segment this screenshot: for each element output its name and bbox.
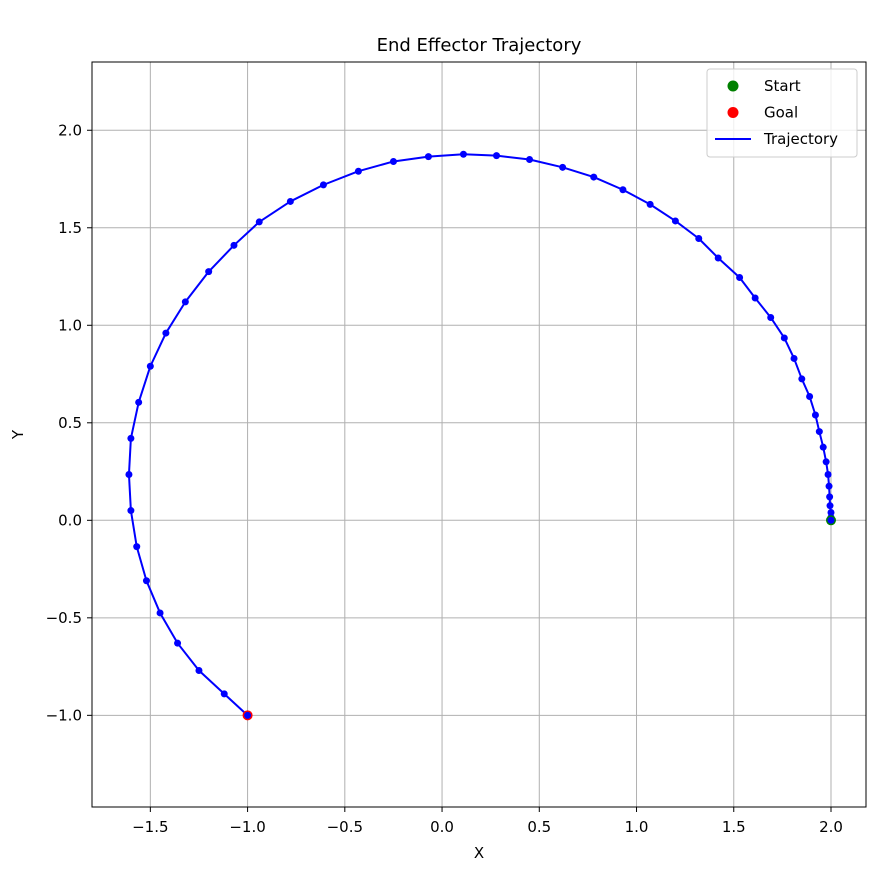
trajectory-point xyxy=(736,274,744,282)
trajectory-point xyxy=(815,428,823,436)
trajectory-point xyxy=(824,470,832,478)
x-tick-label: −0.5 xyxy=(327,818,363,836)
y-tick-label: 1.5 xyxy=(58,219,82,237)
trajectory-point xyxy=(156,609,164,617)
trajectory-point xyxy=(133,543,141,551)
trajectory-point xyxy=(811,411,819,419)
trajectory-point xyxy=(146,362,154,370)
y-tick-label: −0.5 xyxy=(46,609,82,627)
trajectory-point xyxy=(220,690,228,698)
trajectory-point xyxy=(230,241,238,249)
trajectory-point xyxy=(827,509,835,517)
x-tick-label: 0.5 xyxy=(527,818,551,836)
trajectory-point xyxy=(493,152,501,160)
trajectory-point xyxy=(827,516,835,524)
y-tick-label: −1.0 xyxy=(46,706,82,724)
y-axis-ticks: −1.0 −0.5 0.0 0.5 1.0 1.5 2.0 xyxy=(46,121,92,724)
trajectory-point xyxy=(127,507,135,515)
trajectory-point xyxy=(244,711,252,719)
x-tick-label: 0.0 xyxy=(430,818,454,836)
legend-start-label: Start xyxy=(764,77,801,95)
trajectory-point xyxy=(646,200,654,208)
trajectory-point xyxy=(127,434,135,442)
trajectory-point xyxy=(255,218,263,226)
legend-goal-label: Goal xyxy=(764,104,798,122)
x-tick-label: 2.0 xyxy=(819,818,843,836)
trajectory-point xyxy=(162,329,170,337)
x-axis-label: X xyxy=(474,844,484,862)
trajectory-point xyxy=(826,493,834,501)
trajectory-point xyxy=(142,577,150,585)
trajectory-point xyxy=(135,398,143,406)
trajectory-point xyxy=(751,294,759,302)
trajectory-point xyxy=(424,153,432,161)
y-axis-label: Y xyxy=(9,429,27,440)
trajectory-point xyxy=(825,482,833,490)
trajectory-point xyxy=(822,458,830,466)
trajectory-point xyxy=(195,666,203,674)
trajectory-point xyxy=(806,392,814,400)
trajectory-point xyxy=(619,186,627,194)
plot-series xyxy=(125,150,836,721)
trajectory-point xyxy=(780,334,788,342)
trajectory-point xyxy=(767,313,775,321)
plot-frame xyxy=(91,61,867,808)
trajectory-point xyxy=(826,502,834,510)
x-axis-ticks: −1.5 −1.0 −0.5 0.0 0.5 1.0 1.5 2.0 xyxy=(132,807,843,836)
y-tick-label: 1.0 xyxy=(58,316,82,334)
trajectory-point xyxy=(286,197,294,205)
y-tick-label: 0.0 xyxy=(58,511,82,529)
y-tick-label: 0.5 xyxy=(58,414,82,432)
trajectory-point xyxy=(695,234,703,242)
x-tick-label: −1.0 xyxy=(229,818,265,836)
x-tick-label: 1.0 xyxy=(625,818,649,836)
legend-goal-swatch xyxy=(727,107,739,118)
trajectory-point xyxy=(181,298,189,306)
trajectory-point xyxy=(714,254,722,262)
trajectory-point xyxy=(389,157,397,165)
x-tick-label: 1.5 xyxy=(722,818,746,836)
legend-start-swatch xyxy=(727,80,739,92)
trajectory-point xyxy=(205,268,213,276)
grid-lines xyxy=(92,62,866,807)
trajectory-point xyxy=(559,163,567,171)
trajectory-point xyxy=(590,173,598,181)
legend: Start Goal Trajectory xyxy=(706,68,858,158)
trajectory-point xyxy=(790,354,798,362)
trajectory-point xyxy=(459,150,467,158)
trajectory-point xyxy=(354,167,362,175)
trajectory-point xyxy=(526,156,534,164)
trajectory-point xyxy=(174,639,182,647)
trajectory-point xyxy=(671,217,679,225)
chart-title: End Effector Trajectory xyxy=(377,35,582,56)
trajectory-point xyxy=(819,443,827,451)
y-tick-label: 2.0 xyxy=(58,121,82,139)
trajectory-point xyxy=(798,375,806,383)
legend-trajectory-label: Trajectory xyxy=(763,130,838,148)
trajectory-point xyxy=(319,181,327,189)
trajectory-point xyxy=(125,470,133,478)
x-tick-label: −1.5 xyxy=(132,818,168,836)
legend-box xyxy=(706,68,858,158)
